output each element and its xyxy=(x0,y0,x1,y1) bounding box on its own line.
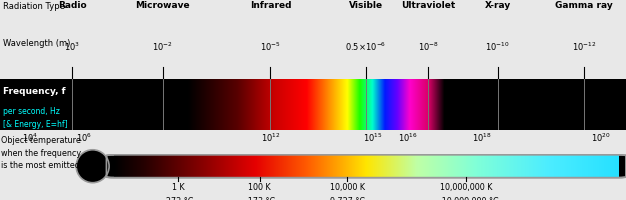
Text: 9,727 °C: 9,727 °C xyxy=(330,196,365,200)
Text: Radio: Radio xyxy=(58,1,86,10)
Text: 10$^{18}$: 10$^{18}$ xyxy=(471,131,491,143)
Text: 10$^{20}$: 10$^{20}$ xyxy=(591,131,611,143)
Text: Visible: Visible xyxy=(349,1,382,10)
Text: 10$^6$: 10$^6$ xyxy=(76,131,93,143)
FancyBboxPatch shape xyxy=(106,155,626,178)
Text: -272 °C: -272 °C xyxy=(163,196,193,200)
Text: ~10,000,000 °C: ~10,000,000 °C xyxy=(434,196,498,200)
Text: 10,000 K: 10,000 K xyxy=(330,183,365,191)
Text: 10$^{-5}$: 10$^{-5}$ xyxy=(260,40,281,52)
Text: 1 K: 1 K xyxy=(172,183,185,191)
Text: 0.5×10$^{-6}$: 0.5×10$^{-6}$ xyxy=(345,40,386,52)
Text: 10$^4$: 10$^4$ xyxy=(22,131,38,143)
Text: per second, Hz: per second, Hz xyxy=(3,107,60,115)
Text: Frequency, f: Frequency, f xyxy=(3,87,66,95)
Ellipse shape xyxy=(76,150,109,183)
Text: 10$^{-10}$: 10$^{-10}$ xyxy=(485,40,510,52)
Text: Infrared: Infrared xyxy=(250,1,291,10)
Text: 10$^{-2}$: 10$^{-2}$ xyxy=(152,40,173,52)
Text: 10,000,000 K: 10,000,000 K xyxy=(440,183,493,191)
Text: Radiation Type: Radiation Type xyxy=(3,2,65,11)
Text: 10$^{16}$: 10$^{16}$ xyxy=(398,131,418,143)
Text: Gamma ray: Gamma ray xyxy=(555,1,613,10)
Text: Ultraviolet: Ultraviolet xyxy=(401,1,455,10)
Text: 10$^3$: 10$^3$ xyxy=(64,40,80,52)
Text: 10$^{15}$: 10$^{15}$ xyxy=(363,131,383,143)
Text: Object temperature
when the frequency
is the most emitted: Object temperature when the frequency is… xyxy=(1,136,81,169)
Text: 10$^{-8}$: 10$^{-8}$ xyxy=(418,40,439,52)
Text: -173 °C: -173 °C xyxy=(245,196,275,200)
Text: Wavelength (m): Wavelength (m) xyxy=(3,38,71,47)
Text: 10$^{-12}$: 10$^{-12}$ xyxy=(572,40,597,52)
Text: Microwave: Microwave xyxy=(135,1,190,10)
Text: [& Energy, E=hf]: [& Energy, E=hf] xyxy=(3,120,68,128)
Text: 10$^{12}$: 10$^{12}$ xyxy=(260,131,280,143)
Text: 100 K: 100 K xyxy=(249,183,271,191)
Text: X-ray: X-ray xyxy=(485,1,511,10)
